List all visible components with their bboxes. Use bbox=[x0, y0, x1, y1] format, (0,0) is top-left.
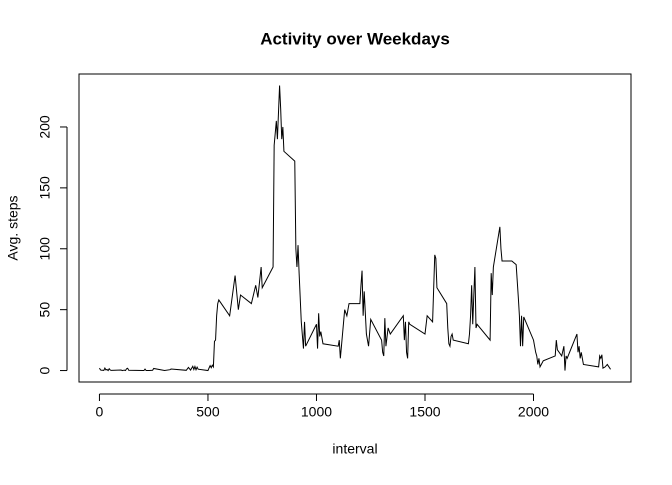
x-tick-label: 0 bbox=[96, 404, 104, 420]
x-tick-label: 1000 bbox=[301, 404, 332, 420]
y-tick-label: 0 bbox=[37, 366, 53, 374]
y-axis-label: Avg. steps bbox=[5, 195, 21, 260]
data-line bbox=[99, 85, 611, 372]
x-axis-label: interval bbox=[332, 441, 377, 457]
y-tick-label: 100 bbox=[37, 237, 53, 261]
y-tick-label: 50 bbox=[37, 302, 53, 318]
x-tick-label: 2000 bbox=[518, 404, 549, 420]
x-tick-label: 500 bbox=[196, 404, 220, 420]
y-tick-label: 200 bbox=[37, 115, 53, 139]
y-tick-label: 150 bbox=[37, 176, 53, 200]
chart-title: Activity over Weekdays bbox=[260, 29, 450, 48]
x-tick-label: 1500 bbox=[409, 404, 440, 420]
plot-box bbox=[78, 73, 632, 383]
